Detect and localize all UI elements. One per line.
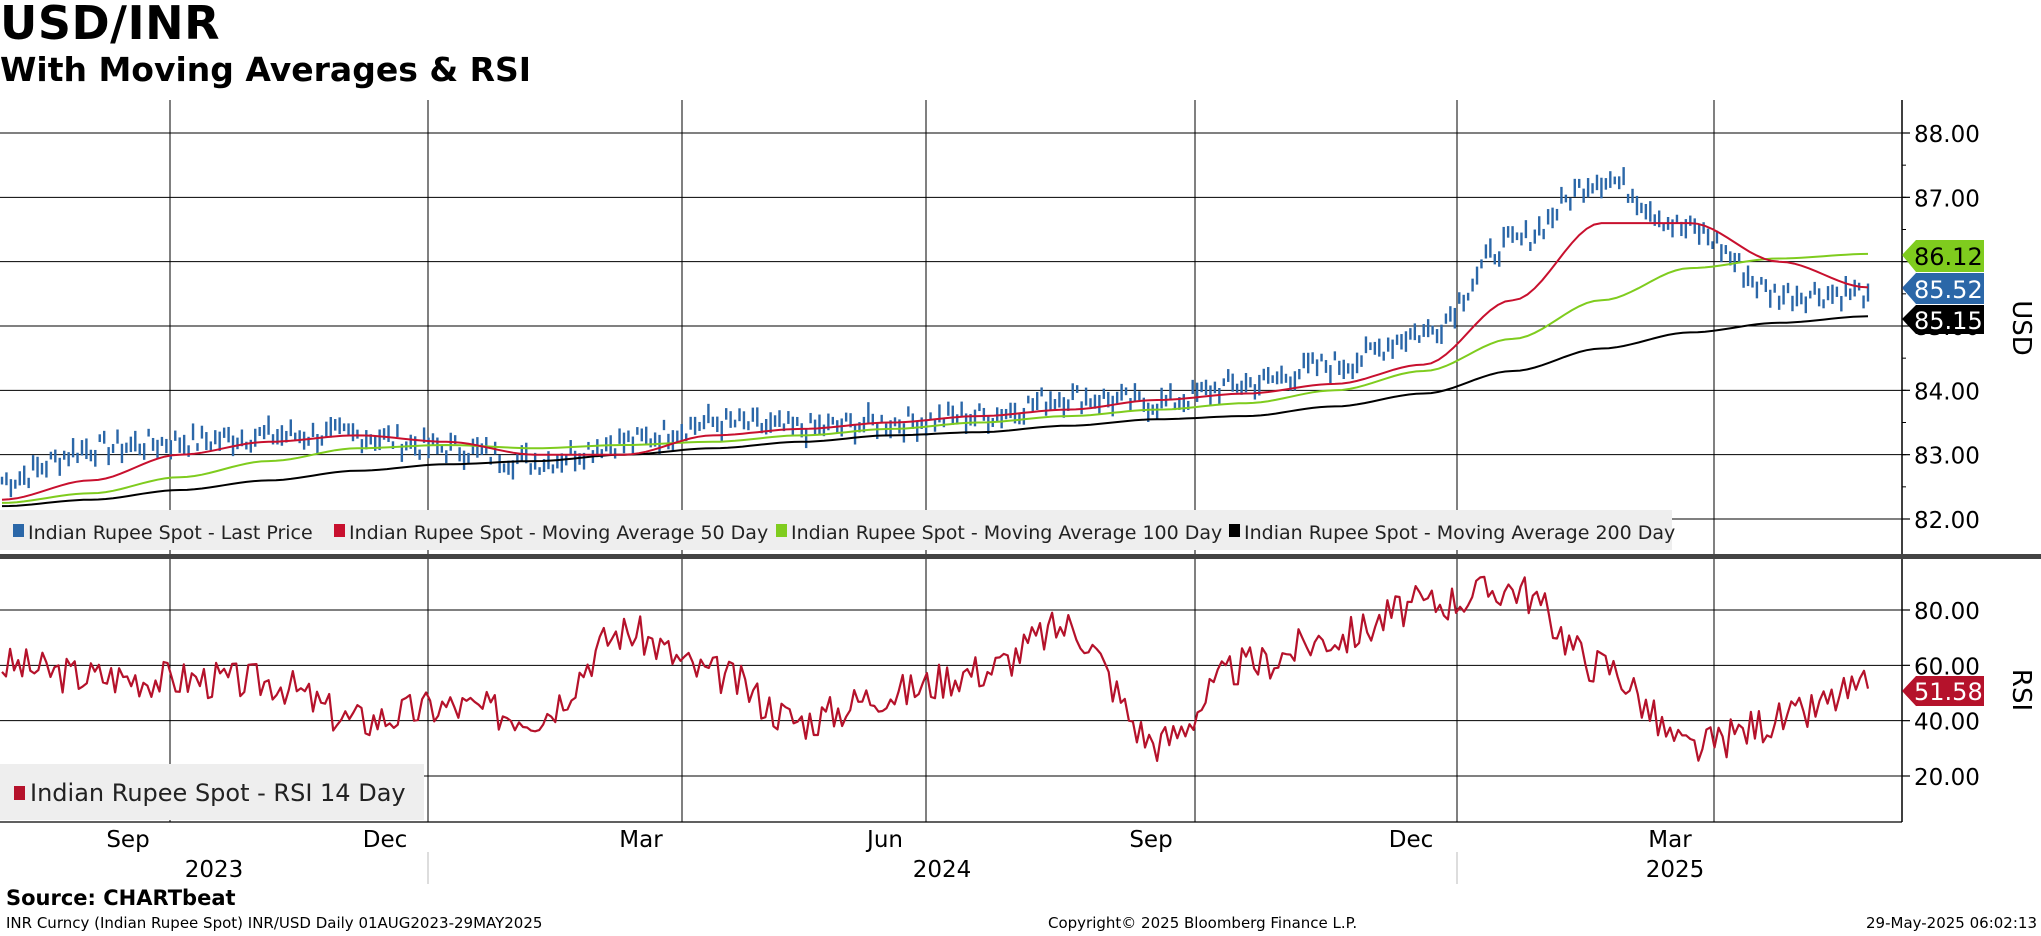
rsi-line bbox=[1, 575, 1870, 762]
last-value-badge-rsi: 51.58 bbox=[1902, 676, 1984, 706]
x-year-label: 2025 bbox=[1646, 857, 1705, 883]
legend-label-price: Indian Rupee Spot - Last Price bbox=[28, 522, 313, 544]
price-legend: Indian Rupee Spot - Last Price Indian Ru… bbox=[0, 510, 1675, 550]
panel-divider bbox=[0, 554, 2041, 559]
x-tick-label: Mar bbox=[1648, 827, 1692, 853]
moving-average-lines bbox=[1, 222, 1869, 508]
x-axis: Sep Dec Mar Jun Sep Dec Mar 2023 2024 20… bbox=[106, 827, 1704, 884]
ma50-line bbox=[1, 222, 1869, 501]
x-tick-label: Dec bbox=[363, 827, 408, 853]
legend-label-ma100: Indian Rupee Spot - Moving Average 100 D… bbox=[791, 522, 1222, 544]
price-tick-label: 87.00 bbox=[1914, 186, 1980, 212]
price-tick-label: 82.00 bbox=[1914, 508, 1980, 534]
badge-text-ma200: 85.15 bbox=[1914, 307, 1983, 335]
legend-label-ma50: Indian Rupee Spot - Moving Average 50 Da… bbox=[349, 522, 768, 544]
price-tick-label: 84.00 bbox=[1914, 379, 1980, 405]
source-label: Source: CHARTbeat bbox=[6, 886, 236, 910]
legend-swatch-ma100 bbox=[776, 524, 787, 537]
price-tick-label: 83.00 bbox=[1914, 444, 1980, 470]
rsi-axis-title: RSI bbox=[2006, 669, 2036, 711]
footer-copyright: Copyright© 2025 Bloomberg Finance L.P. bbox=[1048, 914, 1358, 932]
rsi-legend: Indian Rupee Spot - RSI 14 Day bbox=[0, 764, 424, 820]
last-value-badge-ma200: 85.15 bbox=[1902, 305, 1984, 335]
last-value-badge-price: 85.52 bbox=[1902, 273, 1984, 304]
time-gridlines bbox=[169, 100, 1715, 822]
price-gridlines bbox=[0, 132, 1902, 520]
x-year-label: 2023 bbox=[185, 857, 244, 883]
price-axis-title: USD bbox=[2006, 300, 2036, 356]
legend-swatch-price bbox=[13, 524, 24, 537]
x-tick-label: Dec bbox=[1389, 827, 1434, 853]
x-tick-label: Mar bbox=[619, 827, 663, 853]
price-tick-label: 88.00 bbox=[1914, 122, 1980, 148]
footer-timestamp: 29-May-2025 06:02:13 bbox=[1866, 914, 2037, 932]
price-ohlc-bars bbox=[0, 167, 1870, 498]
last-value-badge-ma100: 86.12 bbox=[1902, 240, 1984, 272]
rsi-tick-label: 80.00 bbox=[1914, 599, 1980, 625]
x-year-label: 2024 bbox=[913, 857, 972, 883]
x-tick-label: Jun bbox=[865, 827, 903, 853]
x-tick-label: Sep bbox=[106, 827, 149, 853]
chart-title: USD/INR bbox=[0, 0, 221, 50]
footer-ticker-info: INR Curncy (Indian Rupee Spot) INR/USD D… bbox=[6, 914, 543, 932]
ma200-line bbox=[1, 315, 1869, 508]
rsi-tick-label: 20.00 bbox=[1914, 765, 1980, 791]
x-tick-label: Sep bbox=[1129, 827, 1172, 853]
badge-text-price: 85.52 bbox=[1914, 276, 1983, 304]
badge-text-rsi: 51.58 bbox=[1914, 678, 1983, 706]
legend-label-rsi: Indian Rupee Spot - RSI 14 Day bbox=[30, 779, 406, 807]
chart-subtitle: With Moving Averages & RSI bbox=[0, 50, 532, 89]
legend-swatch-ma200 bbox=[1229, 524, 1240, 537]
ma100-line bbox=[1, 252, 1869, 504]
legend-swatch-rsi bbox=[14, 786, 25, 800]
legend-label-ma200: Indian Rupee Spot - Moving Average 200 D… bbox=[1244, 522, 1675, 544]
rsi-tick-label: 40.00 bbox=[1914, 710, 1980, 736]
rsi-line-group bbox=[1, 575, 1870, 762]
badge-text-ma100: 86.12 bbox=[1914, 243, 1983, 271]
legend-swatch-ma50 bbox=[334, 524, 345, 537]
